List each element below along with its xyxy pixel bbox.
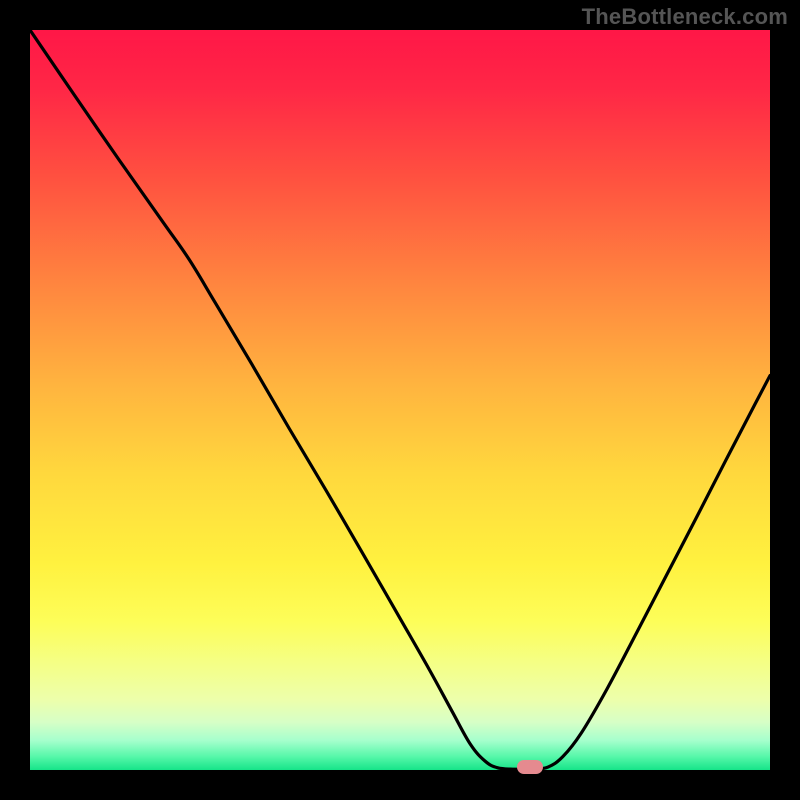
plot-area: [30, 30, 770, 770]
optimal-point-marker: [517, 760, 543, 774]
watermark-text: TheBottleneck.com: [582, 4, 788, 30]
chart-root: { "watermark": { "text": "TheBottleneck.…: [0, 0, 800, 800]
bottleneck-curve: [30, 30, 770, 770]
